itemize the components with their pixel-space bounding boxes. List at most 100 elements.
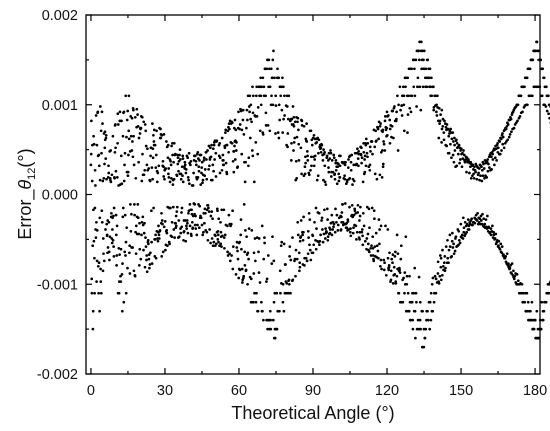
data-point (286, 291, 290, 295)
data-point (272, 259, 276, 263)
data-point (499, 242, 503, 246)
data-point (353, 209, 357, 213)
data-point (314, 247, 318, 251)
data-point (488, 166, 491, 169)
data-point (288, 245, 292, 248)
data-point (311, 251, 315, 255)
data-point (421, 309, 424, 313)
data-point (263, 241, 266, 245)
data-point (247, 257, 250, 261)
data-point (489, 233, 493, 237)
data-point (500, 251, 504, 255)
data-point (120, 119, 123, 123)
data-point (244, 229, 247, 232)
data-point (157, 224, 160, 228)
data-point (133, 203, 136, 206)
data-point (386, 114, 390, 117)
data-point (255, 115, 259, 118)
data-point (497, 239, 501, 243)
data-point (216, 209, 219, 213)
data-point (309, 129, 313, 133)
data-point (305, 122, 308, 125)
data-point (230, 121, 234, 125)
data-point (533, 318, 537, 322)
data-point (292, 124, 296, 128)
data-point (396, 252, 400, 256)
data-point (100, 151, 103, 155)
data-point (435, 110, 438, 114)
data-point (147, 167, 151, 170)
y-axis-title-symbol: θ (15, 180, 35, 190)
data-point (103, 162, 106, 166)
data-point (168, 242, 171, 246)
data-point (493, 163, 496, 167)
data-point (376, 249, 380, 253)
data-point (295, 176, 299, 180)
data-point (267, 58, 271, 62)
data-point (415, 300, 418, 304)
data-point (160, 211, 163, 215)
data-point (337, 172, 341, 176)
data-point (142, 120, 146, 124)
data-point (240, 267, 244, 271)
data-point (291, 236, 294, 239)
data-point (461, 151, 464, 155)
data-point (224, 161, 228, 165)
data-point (98, 309, 101, 313)
data-point (177, 169, 180, 173)
data-point (290, 117, 294, 121)
data-point (294, 248, 298, 252)
data-point (313, 137, 317, 141)
data-point (405, 309, 408, 313)
data-point (317, 138, 321, 142)
data-point (399, 244, 403, 248)
y-axis-title-suffix: (°) (15, 148, 35, 167)
data-point (280, 240, 284, 244)
data-point (178, 153, 181, 157)
data-point (323, 150, 326, 154)
data-point (369, 150, 372, 153)
data-point (305, 140, 309, 143)
data-point (146, 147, 149, 151)
data-point (453, 149, 457, 152)
data-point (287, 278, 291, 282)
data-point (346, 220, 350, 223)
data-point (273, 76, 276, 80)
data-point (359, 205, 362, 209)
data-point (219, 230, 223, 234)
data-point (163, 177, 166, 181)
data-point (501, 132, 504, 135)
data-point (440, 108, 444, 112)
data-point (490, 155, 493, 159)
data-point (419, 40, 423, 44)
data-point (155, 129, 158, 133)
data-point (327, 151, 331, 155)
data-point (482, 167, 486, 170)
data-point (186, 176, 190, 179)
data-point (114, 213, 118, 217)
data-point (416, 318, 420, 322)
data-point (280, 108, 284, 112)
data-point (136, 113, 139, 116)
data-point (103, 146, 107, 150)
y-axis-title-subscript: 12 (26, 168, 38, 180)
data-point (200, 160, 204, 164)
data-point (274, 94, 278, 98)
data-point (325, 207, 329, 211)
data-point (175, 174, 179, 178)
data-point (307, 236, 310, 239)
data-point (510, 130, 513, 134)
data-point (115, 254, 119, 257)
data-point (501, 135, 505, 139)
data-point (274, 132, 277, 135)
data-point (428, 67, 432, 71)
data-point (200, 171, 203, 175)
data-point (282, 242, 286, 246)
data-point (230, 254, 233, 257)
data-point (526, 309, 530, 313)
data-point (136, 124, 140, 128)
data-point (253, 259, 257, 263)
data-point (240, 128, 244, 132)
data-point (516, 279, 520, 283)
data-point (138, 247, 142, 251)
